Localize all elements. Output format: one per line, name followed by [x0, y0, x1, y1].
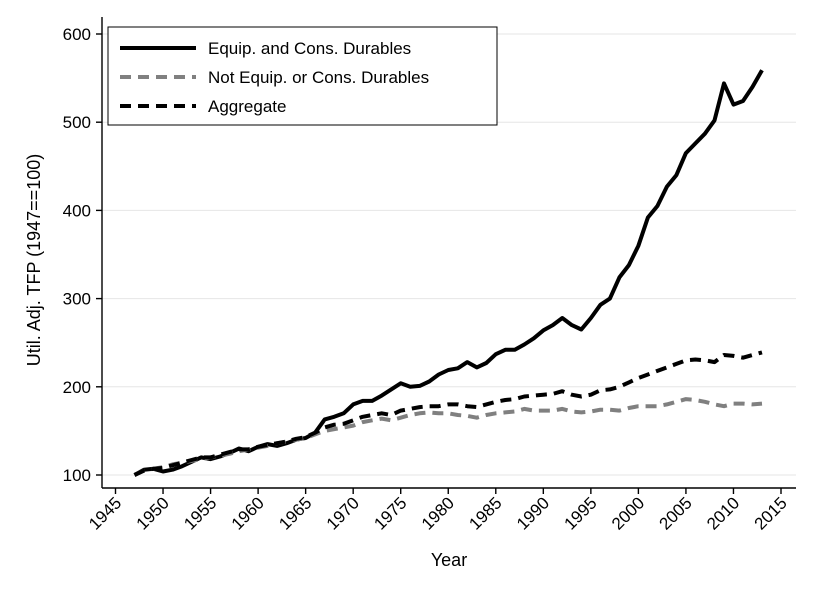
x-tick-label-2005: 2005 — [656, 493, 696, 533]
y-tick-label-400: 400 — [63, 201, 91, 220]
series-lines — [133, 69, 764, 477]
x-tick-label-2010: 2010 — [703, 493, 743, 533]
series-line-equip-and-cons-durables — [133, 69, 764, 477]
x-tick-label-1960: 1960 — [228, 493, 268, 533]
legend: Equip. and Cons. Durables Not Equip. or … — [107, 26, 498, 126]
legend-label-equip: Equip. and Cons. Durables — [208, 39, 411, 58]
axes — [101, 17, 796, 489]
y-tick-label-300: 300 — [63, 290, 91, 309]
series-line-not-equip-or-cons-durables — [133, 397, 763, 477]
x-tick-label-1945: 1945 — [85, 493, 125, 533]
x-tick-label-1955: 1955 — [180, 493, 220, 533]
legend-label-not-equip: Not Equip. or Cons. Durables — [208, 68, 429, 87]
x-ticks: 1945 1950 1955 1960 1965 1970 1975 1980 1985 1990… — [85, 488, 791, 534]
x-tick-label-1950: 1950 — [133, 493, 173, 533]
x-tick-label-2000: 2000 — [608, 493, 648, 533]
y-axis-title: Util. Adj. TFP (1947==100) — [24, 154, 44, 366]
x-tick-label-2015: 2015 — [751, 493, 791, 533]
y-tick-label-100: 100 — [63, 466, 91, 485]
x-tick-label-1995: 1995 — [561, 493, 601, 533]
x-tick-label-1965: 1965 — [275, 493, 315, 533]
y-tick-label-600: 600 — [63, 25, 91, 44]
y-tick-label-500: 500 — [63, 113, 91, 132]
x-tick-label-1990: 1990 — [513, 493, 553, 533]
legend-box — [107, 26, 498, 126]
x-tick-label-1970: 1970 — [323, 493, 363, 533]
x-tick-label-1985: 1985 — [465, 493, 505, 533]
x-tick-label-1975: 1975 — [370, 493, 410, 533]
y-tick-label-200: 200 — [63, 378, 91, 397]
x-axis-title: Year — [431, 550, 467, 570]
y-ticks: 100 200 300 400 500 600 — [63, 25, 102, 485]
series-line-aggregate — [133, 350, 763, 477]
x-tick-label-1980: 1980 — [418, 493, 458, 533]
legend-label-aggregate: Aggregate — [208, 97, 286, 116]
